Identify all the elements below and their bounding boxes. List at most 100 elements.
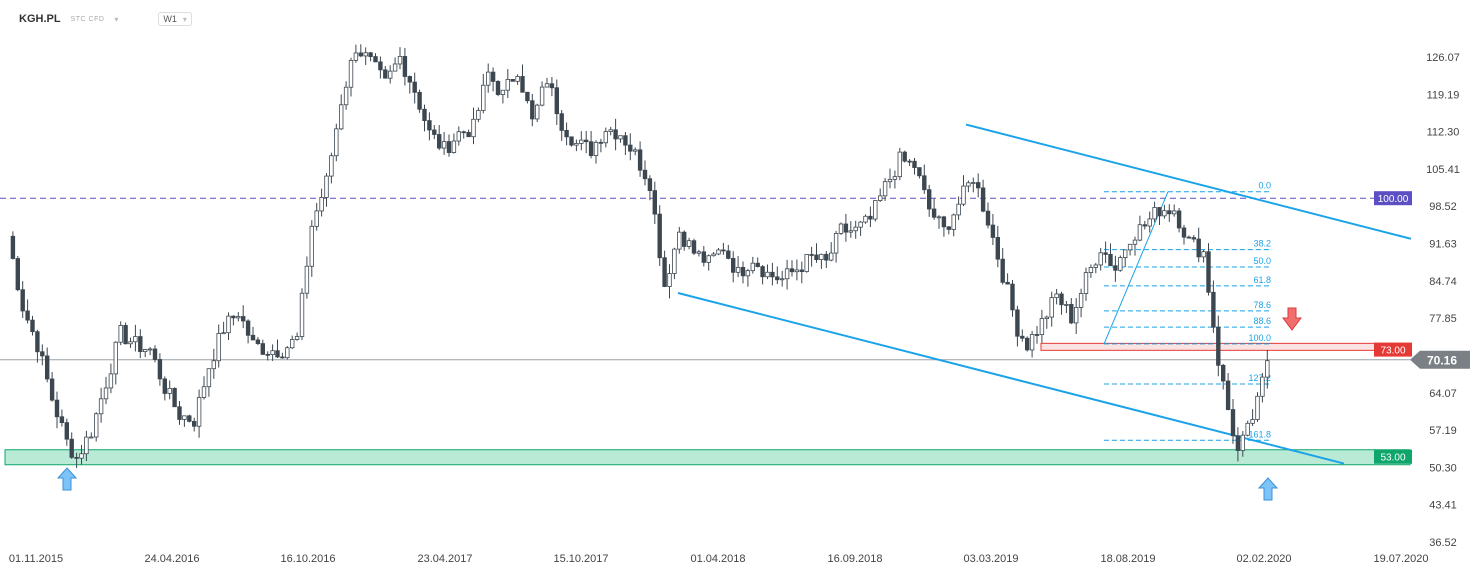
arrow-up-icon	[1257, 477, 1279, 501]
candle-body	[363, 52, 368, 57]
candle-body	[1000, 258, 1005, 283]
candle-body	[1118, 257, 1123, 271]
candle-body	[1020, 335, 1025, 339]
candle-body	[711, 253, 716, 257]
candle-body	[1103, 252, 1108, 255]
candle-body	[226, 315, 231, 334]
candle-body	[1265, 360, 1270, 378]
candle-body	[584, 139, 589, 143]
candle-body	[368, 52, 373, 57]
candle-body	[40, 351, 45, 357]
candle-body	[59, 416, 65, 423]
candle-body	[623, 135, 628, 146]
candle-body	[579, 139, 584, 144]
fib-label-6: 100.0	[1248, 333, 1271, 343]
candle-body	[417, 91, 422, 110]
candle-body	[314, 210, 319, 227]
candle-body	[922, 175, 927, 191]
candle-body	[1152, 207, 1157, 220]
candle-body	[897, 151, 902, 178]
candle-body	[422, 108, 427, 122]
candle-body	[1074, 307, 1079, 324]
candle-body	[1240, 434, 1245, 451]
candle-body	[64, 422, 69, 440]
candle-body	[1235, 435, 1241, 451]
x-tick-label-5: 01.04.2018	[690, 553, 745, 565]
candle-body	[74, 456, 79, 459]
fib-label-1: 38.2	[1253, 239, 1271, 249]
candle-body	[1225, 380, 1231, 410]
x-tick-label-4: 15.10.2017	[553, 553, 608, 565]
candle-body	[1044, 316, 1049, 320]
candle-body	[902, 151, 907, 162]
instrument-type-label: STC CFD	[70, 15, 105, 23]
candle-body	[485, 71, 491, 86]
candle-body	[255, 339, 261, 344]
candle-body	[245, 320, 251, 336]
candle-body	[456, 131, 461, 142]
candle-body	[858, 221, 863, 228]
candle-body	[971, 182, 976, 184]
candle-body	[588, 141, 594, 156]
candle-body	[603, 131, 608, 144]
candle-body	[1221, 364, 1226, 382]
candle-body	[892, 176, 898, 180]
candle-body	[1216, 326, 1221, 366]
candle-body	[682, 231, 687, 247]
arrow-down-icon	[1282, 307, 1302, 331]
candle-body	[45, 355, 50, 380]
candle-body	[481, 84, 486, 111]
candle-body	[334, 128, 339, 157]
candle-body	[451, 140, 457, 153]
candle-body	[843, 223, 849, 233]
candle-body	[824, 253, 829, 261]
candle-body	[574, 142, 579, 146]
x-tick-label-6: 16.09.2018	[827, 553, 882, 565]
candle-body	[1098, 252, 1103, 266]
candle-body	[402, 56, 408, 77]
candle-body	[54, 399, 60, 418]
candle-body	[432, 129, 437, 135]
candle-body	[980, 187, 986, 212]
candle-body	[976, 182, 981, 189]
candle-body	[35, 331, 40, 353]
timeframe-select[interactable]: W1 ▾	[158, 12, 192, 26]
y-tick-label-4: 98.52	[1429, 201, 1457, 213]
x-tick-label-9: 02.02.2020	[1236, 553, 1291, 565]
candle-body	[637, 149, 643, 171]
candle-body	[740, 267, 746, 277]
candle-body	[1167, 210, 1172, 215]
current-price-tag	[1410, 350, 1470, 369]
symbol-label[interactable]: KGH.PL	[19, 13, 61, 25]
candle-body	[912, 160, 917, 168]
candle-body	[1088, 267, 1094, 274]
candle-body	[691, 240, 697, 254]
candle-body	[966, 182, 971, 187]
candle-body	[289, 339, 295, 349]
candle-body	[182, 415, 187, 420]
fib-label-7: 127.2	[1248, 373, 1271, 383]
candle-body	[1132, 239, 1138, 245]
candle-body	[1206, 251, 1211, 293]
candle-body	[471, 118, 476, 138]
fib-anchor-line	[1103, 191, 1169, 345]
candle-body	[98, 398, 104, 415]
candle-body	[1157, 207, 1162, 217]
candle-body	[338, 104, 344, 130]
candle-body	[848, 230, 853, 233]
chevron-down-icon[interactable]: ▾	[114, 14, 119, 24]
candle-body	[436, 134, 442, 149]
candle-body	[466, 132, 471, 138]
candle-body	[642, 169, 648, 180]
candle-body	[1069, 304, 1074, 324]
candle-body	[799, 269, 804, 272]
candle-body	[1025, 337, 1030, 351]
candle-body	[113, 341, 118, 375]
candle-body	[392, 63, 398, 72]
candle-body	[1005, 281, 1010, 285]
candle-body	[358, 52, 363, 57]
candle-body	[1113, 265, 1118, 271]
candle-body	[530, 100, 535, 120]
